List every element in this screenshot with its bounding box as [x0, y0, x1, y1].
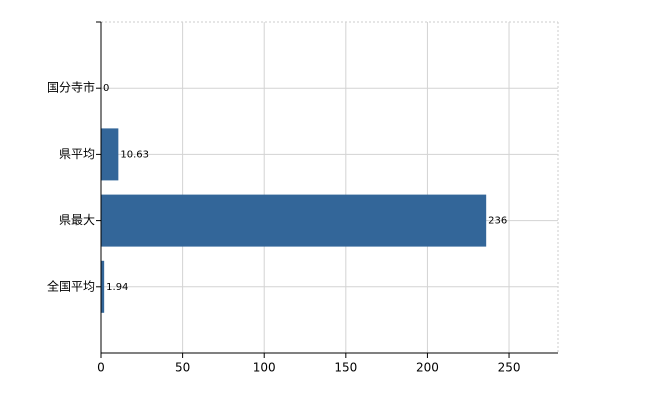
value-label: 10.63	[120, 149, 149, 160]
bar	[101, 128, 119, 181]
bar	[101, 194, 487, 247]
x-tick-label: 50	[175, 361, 190, 375]
value-label: 0	[103, 83, 109, 94]
y-tick-label: 全国平均	[47, 278, 95, 293]
y-tick-label: 県最大	[59, 213, 95, 227]
x-tick-label: 100	[253, 361, 276, 375]
x-tick-label: 200	[416, 361, 439, 375]
y-tick-label: 県平均	[59, 147, 95, 161]
y-tick-label: 国分寺市	[47, 80, 95, 95]
value-label: 1.94	[106, 282, 128, 293]
value-label: 236	[488, 216, 507, 227]
x-tick-label: 150	[334, 361, 357, 375]
bar	[101, 260, 105, 313]
x-tick-label: 0	[97, 361, 105, 375]
x-tick-label: 250	[498, 361, 521, 375]
